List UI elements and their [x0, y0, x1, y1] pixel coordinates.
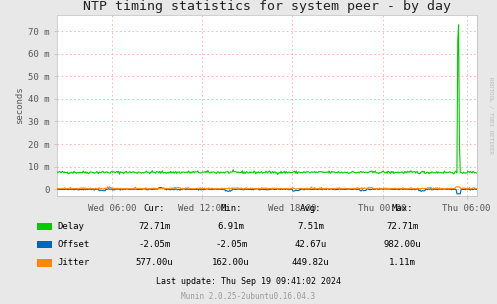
Text: Cur:: Cur:: [143, 204, 165, 213]
Text: 449.82u: 449.82u: [292, 258, 330, 268]
Text: -2.05m: -2.05m: [138, 240, 170, 249]
Text: 7.51m: 7.51m: [297, 222, 324, 231]
Text: 577.00u: 577.00u: [135, 258, 173, 268]
Text: RRDTOOL / TOBI OETIKER: RRDTOOL / TOBI OETIKER: [488, 77, 493, 154]
Text: -2.05m: -2.05m: [215, 240, 247, 249]
Text: 982.00u: 982.00u: [384, 240, 421, 249]
Text: 72.71m: 72.71m: [387, 222, 418, 231]
Text: Min:: Min:: [220, 204, 242, 213]
Text: Jitter: Jitter: [57, 258, 89, 268]
Title: NTP timing statistics for system peer - by day: NTP timing statistics for system peer - …: [83, 0, 451, 13]
Text: Last update: Thu Sep 19 09:41:02 2024: Last update: Thu Sep 19 09:41:02 2024: [156, 277, 341, 286]
Text: Munin 2.0.25-2ubuntu0.16.04.3: Munin 2.0.25-2ubuntu0.16.04.3: [181, 292, 316, 301]
Text: 42.67u: 42.67u: [295, 240, 327, 249]
Text: 6.91m: 6.91m: [218, 222, 245, 231]
Text: 1.11m: 1.11m: [389, 258, 416, 268]
Text: Avg:: Avg:: [300, 204, 322, 213]
Text: Max:: Max:: [392, 204, 414, 213]
Text: Offset: Offset: [57, 240, 89, 249]
Text: 162.00u: 162.00u: [212, 258, 250, 268]
Text: 72.71m: 72.71m: [138, 222, 170, 231]
Y-axis label: seconds: seconds: [15, 87, 24, 124]
Text: Delay: Delay: [57, 222, 84, 231]
